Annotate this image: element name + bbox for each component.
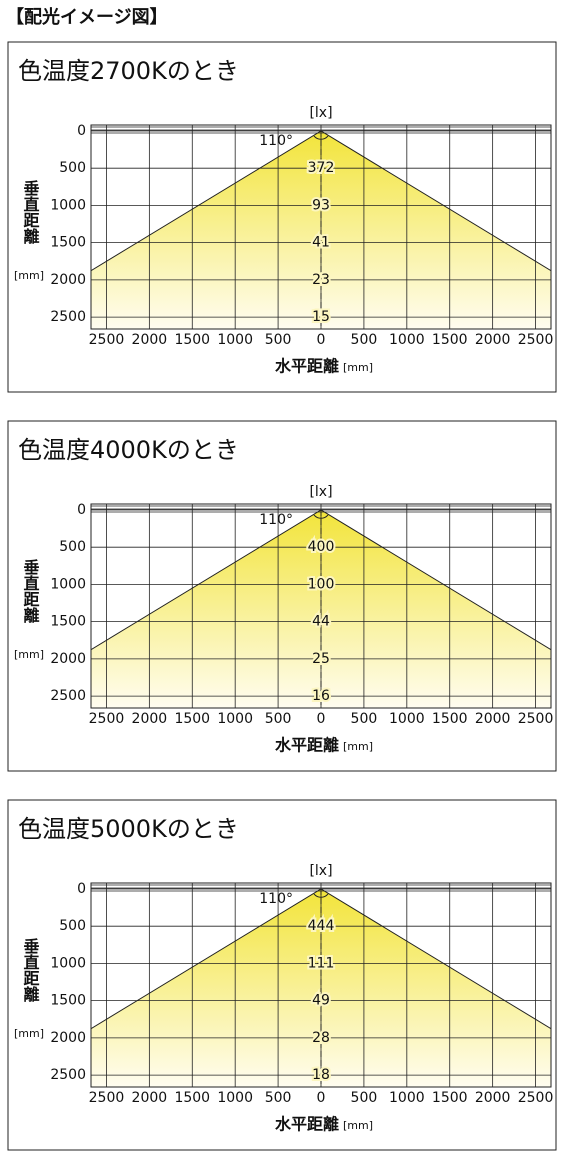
y-tick-label: 2500 xyxy=(50,309,86,325)
x-tick-label: 2500 xyxy=(89,711,125,727)
panel-frame xyxy=(7,420,557,772)
x-tick-label: 2500 xyxy=(89,1090,125,1106)
y-tick-label: 1000 xyxy=(50,197,86,213)
y-tick-label: 2000 xyxy=(50,651,86,667)
lux-label: 41 xyxy=(312,235,330,251)
x-tick-label: 500 xyxy=(265,1090,292,1106)
x-tick-label: 1000 xyxy=(389,332,425,348)
x-tick-label: 1500 xyxy=(174,332,210,348)
y-tick-label: 2000 xyxy=(50,272,86,288)
lux-label: 23 xyxy=(312,272,330,288)
lux-label: 444 xyxy=(308,918,335,934)
y-tick-label: 500 xyxy=(59,539,86,555)
x-tick-label: 500 xyxy=(351,1090,378,1106)
x-axis-unit: [mm] xyxy=(343,361,373,374)
x-axis-unit: [mm] xyxy=(343,1119,373,1132)
angle-arc xyxy=(313,893,329,898)
x-tick-label: 2000 xyxy=(132,711,168,727)
lux-label: 25 xyxy=(312,651,330,667)
lux-label: 28 xyxy=(312,1030,330,1046)
panel-frame xyxy=(7,41,557,393)
x-tick-label: 0 xyxy=(317,711,326,727)
beam-angle-label: 110° xyxy=(259,891,293,907)
lux-label: 15 xyxy=(312,309,330,325)
y-axis-unit: [mm] xyxy=(14,648,44,661)
x-tick-label: 2000 xyxy=(132,1090,168,1106)
y-tick-label: 0 xyxy=(77,123,86,139)
x-tick-label: 2000 xyxy=(475,711,511,727)
panel-title: 色温度2700Kのとき xyxy=(18,57,239,85)
x-tick-label: 500 xyxy=(265,711,292,727)
x-tick-label: 1000 xyxy=(217,711,253,727)
x-tick-label: 2500 xyxy=(518,332,554,348)
beam-angle-label: 110° xyxy=(259,133,293,149)
unit-label: [lx] xyxy=(309,484,332,500)
y-tick-label: 2500 xyxy=(50,688,86,704)
y-tick-label: 0 xyxy=(77,502,86,518)
x-tick-label: 1500 xyxy=(174,711,210,727)
x-axis-unit: [mm] xyxy=(343,740,373,753)
x-tick-label: 2000 xyxy=(475,1090,511,1106)
x-tick-label: 1000 xyxy=(389,1090,425,1106)
lux-label: 44 xyxy=(312,614,330,630)
y-tick-label: 500 xyxy=(59,918,86,934)
x-tick-label: 2000 xyxy=(475,332,511,348)
panel-frame xyxy=(7,799,557,1151)
x-tick-label: 2000 xyxy=(132,332,168,348)
x-tick-label: 0 xyxy=(317,1090,326,1106)
x-tick-label: 1500 xyxy=(432,1090,468,1106)
lux-label: 400 xyxy=(308,539,335,555)
x-tick-label: 1500 xyxy=(432,332,468,348)
lux-label: 18 xyxy=(312,1067,330,1083)
x-tick-label: 2500 xyxy=(89,332,125,348)
x-tick-label: 1000 xyxy=(217,1090,253,1106)
x-tick-label: 500 xyxy=(265,332,292,348)
y-axis-title: 垂直距離 xyxy=(21,179,40,245)
y-tick-label: 1500 xyxy=(50,614,86,630)
y-tick-label: 2000 xyxy=(50,1030,86,1046)
x-tick-label: 500 xyxy=(351,711,378,727)
y-axis-unit: [mm] xyxy=(14,269,44,282)
lux-label: 16 xyxy=(312,688,330,704)
angle-arc xyxy=(313,135,329,140)
y-tick-label: 1000 xyxy=(50,576,86,592)
y-tick-label: 1500 xyxy=(50,235,86,251)
panel-title: 色温度4000Kのとき xyxy=(18,436,239,464)
angle-arc xyxy=(313,514,329,519)
y-tick-label: 2500 xyxy=(50,1067,86,1083)
y-tick-label: 0 xyxy=(77,881,86,897)
y-tick-label: 1500 xyxy=(50,993,86,1009)
page-header: 【配光イメージ図】 xyxy=(6,6,168,28)
panel-title: 色温度5000Kのとき xyxy=(18,815,239,843)
x-tick-label: 500 xyxy=(351,332,378,348)
x-axis-title: 水平距離 xyxy=(275,736,339,755)
lux-label: 372 xyxy=(308,160,335,176)
unit-label: [lx] xyxy=(309,863,332,879)
lux-label: 49 xyxy=(312,993,330,1009)
x-axis-title: 水平距離 xyxy=(275,1115,339,1134)
x-tick-label: 1500 xyxy=(174,1090,210,1106)
y-axis-title: 垂直距離 xyxy=(21,558,40,624)
unit-label: [lx] xyxy=(309,105,332,121)
y-tick-label: 1000 xyxy=(50,955,86,971)
lux-label: 93 xyxy=(312,197,330,213)
y-tick-label: 500 xyxy=(59,160,86,176)
x-tick-label: 1000 xyxy=(217,332,253,348)
x-axis-title: 水平距離 xyxy=(275,357,339,376)
y-axis-title: 垂直距離 xyxy=(21,937,40,1003)
x-tick-label: 0 xyxy=(317,332,326,348)
lux-label: 100 xyxy=(308,576,335,592)
beam-angle-label: 110° xyxy=(259,512,293,528)
x-tick-label: 2500 xyxy=(518,1090,554,1106)
x-tick-label: 1500 xyxy=(432,711,468,727)
lux-label: 111 xyxy=(308,955,335,971)
y-axis-unit: [mm] xyxy=(14,1027,44,1040)
x-tick-label: 1000 xyxy=(389,711,425,727)
x-tick-label: 2500 xyxy=(518,711,554,727)
